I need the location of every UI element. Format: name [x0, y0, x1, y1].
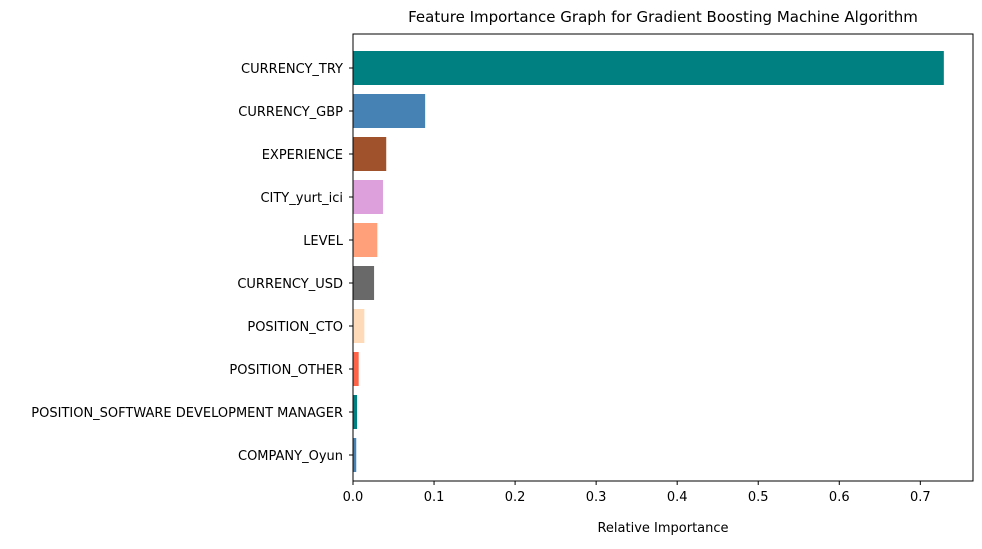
y-tick-label: CITY_yurt_ici [260, 191, 343, 206]
x-tick-label: 0.5 [748, 490, 769, 505]
bar [353, 266, 375, 300]
chart-title: Feature Importance Graph for Gradient Bo… [408, 8, 918, 26]
y-tick-label: POSITION_SOFTWARE DEVELOPMENT MANAGER [31, 406, 343, 421]
bar [353, 395, 358, 429]
bar [353, 438, 357, 472]
bar [353, 309, 365, 343]
bar [353, 94, 426, 128]
x-axis-label: Relative Importance [597, 521, 728, 536]
x-tick-label: 0.0 [343, 490, 364, 505]
bar [353, 51, 944, 85]
bar [353, 137, 387, 171]
y-tick-label: EXPERIENCE [262, 148, 343, 163]
x-axis: 0.0 0.1 0.2 0.3 0.4 0.5 0.6 0.7 [343, 481, 931, 505]
x-tick-label: 0.1 [424, 490, 445, 505]
plot-frame [352, 33, 974, 482]
y-tick-label: LEVEL [303, 234, 344, 249]
y-tick-label: POSITION_CTO [247, 320, 343, 335]
bars-layer [353, 51, 944, 472]
y-tick-label: CURRENCY_TRY [241, 62, 343, 77]
x-tick-label: 0.6 [829, 490, 850, 505]
x-tick-label: 0.4 [667, 490, 688, 505]
y-tick-label: POSITION_OTHER [229, 363, 343, 378]
x-tick-label: 0.2 [505, 490, 526, 505]
bar [353, 180, 383, 214]
bar [353, 352, 359, 386]
y-axis: CURRENCY_TRY CURRENCY_GBP EXPERIENCE CITY_y… [31, 62, 353, 464]
bar [353, 223, 378, 257]
y-tick-label: CURRENCY_USD [237, 277, 343, 292]
y-tick-label: COMPANY_Oyun [238, 449, 343, 464]
y-tick-label: CURRENCY_GBP [238, 105, 343, 120]
x-tick-label: 0.3 [586, 490, 607, 505]
x-tick-label: 0.7 [910, 490, 931, 505]
